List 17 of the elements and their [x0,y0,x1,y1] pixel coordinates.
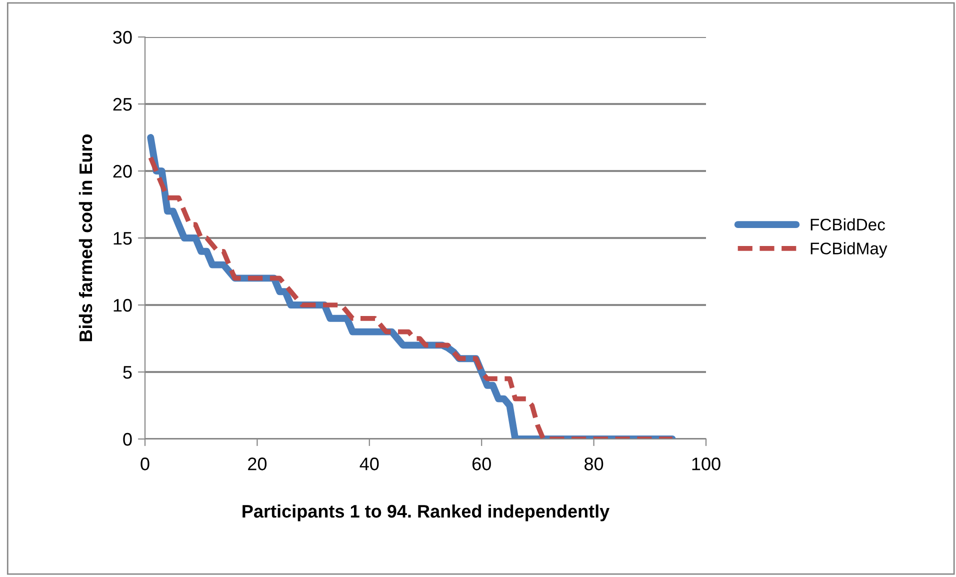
y-tick-label: 10 [114,298,132,312]
x-tick-label: 80 [584,458,604,470]
legend-label: FCBidDec [810,218,885,231]
x-tick-label: 40 [360,458,379,470]
x-axis-title: Participants 1 to 94. Ranked independently [242,504,610,522]
y-axis-title: Bids farmed cod in Euro [78,134,92,342]
x-tick-label: 100 [692,458,720,470]
y-tick-label: 30 [113,30,132,44]
y-tick-label: 15 [114,232,132,245]
x-tick-label: 20 [248,458,267,470]
x-tick-label: 60 [472,458,491,470]
y-tick-label: 5 [123,366,132,379]
x-tick-label: 0 [140,458,150,470]
y-tick-label: 0 [123,432,132,446]
y-tick-label: 25 [113,98,132,111]
legend-label: FCBidMay [810,242,888,258]
y-tick-label: 20 [113,164,132,178]
